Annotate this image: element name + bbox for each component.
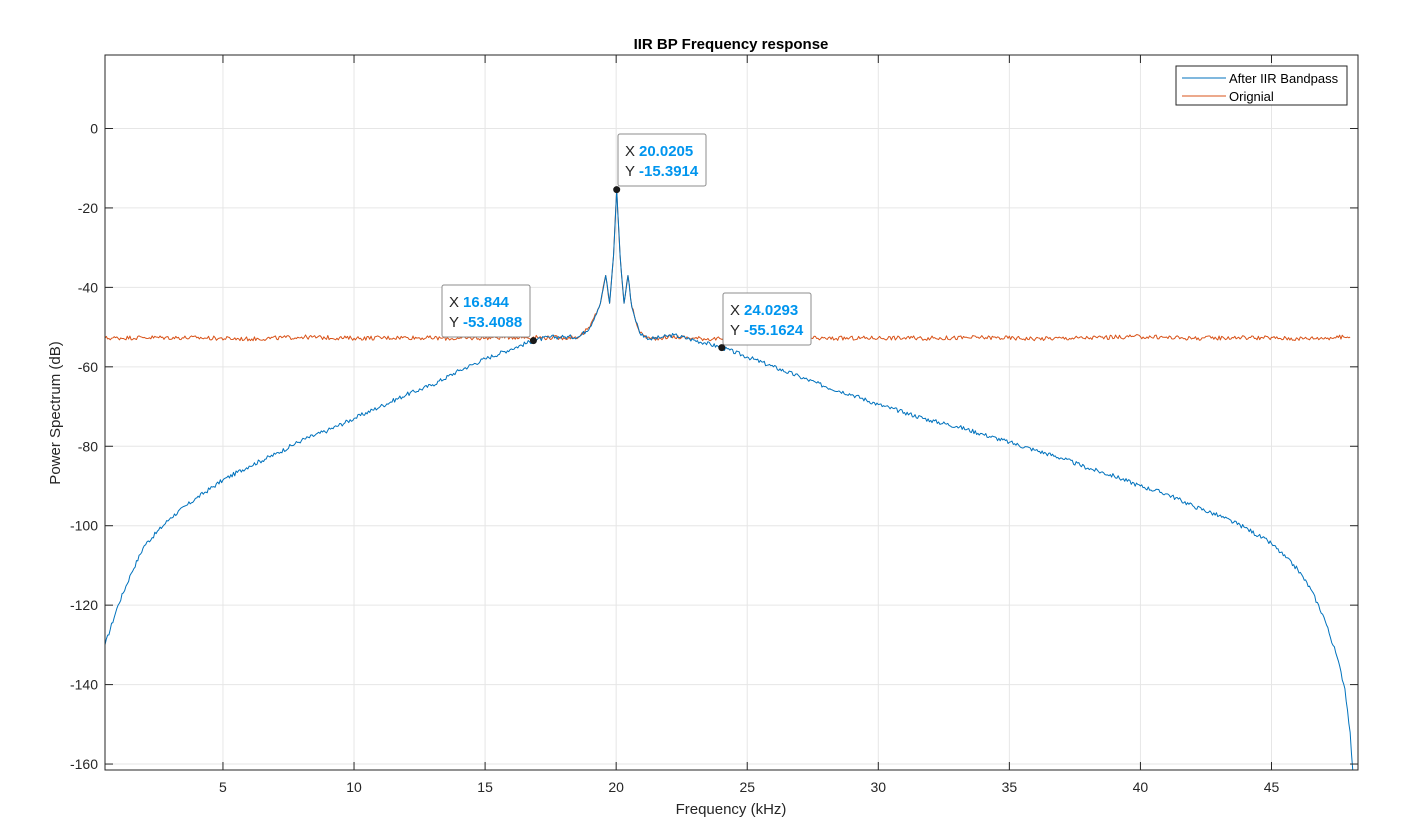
datatip-x-value: 16.844 <box>463 294 510 311</box>
datatip-y-value: -15.3914 <box>639 163 699 180</box>
x-axis-label: Frequency (kHz) <box>676 801 787 818</box>
y-tick-label: -140 <box>70 677 98 693</box>
y-tick-label: -40 <box>78 279 98 295</box>
x-tick-label: 35 <box>1002 779 1018 795</box>
datatip-y-value: -53.4088 <box>463 314 522 331</box>
y-tick-label: -60 <box>78 359 98 375</box>
legend-entry-after-iir-bandpass: After IIR Bandpass <box>1229 71 1339 86</box>
y-tick-label: -160 <box>70 756 98 772</box>
legend[interactable]: After IIR Bandpass Orignial <box>1175 65 1348 106</box>
y-tick-label: -20 <box>78 200 98 216</box>
datatip-marker <box>529 337 537 345</box>
datatip-x-label: X <box>730 302 740 319</box>
datatip-marker <box>613 186 621 194</box>
axis-ticks: 5 10 15 20 25 30 35 40 45 0 -20 -40 -60 -80 -100 -120 -1… <box>70 55 1358 795</box>
x-tick-label: 10 <box>346 779 362 795</box>
legend-box <box>1175 65 1348 106</box>
datatip-box <box>722 292 812 346</box>
y-axis-label: Power Spectrum (dB) <box>47 341 64 484</box>
datatip-x-value: 24.0293 <box>744 302 798 319</box>
datatip-x-value: 20.0205 <box>639 143 693 160</box>
x-tick-label: 20 <box>608 779 624 795</box>
y-tick-label: -100 <box>70 518 98 534</box>
datatip-box <box>617 133 707 187</box>
datatip-x-label: X <box>625 143 635 160</box>
x-tick-label: 15 <box>477 779 493 795</box>
datatip-box <box>441 284 531 338</box>
chart-title: IIR BP Frequency response <box>634 36 829 53</box>
x-tick-label: 5 <box>219 779 227 795</box>
datatip-y-label: Y <box>730 322 740 339</box>
y-tick-label: -120 <box>70 597 98 613</box>
x-tick-label: 25 <box>739 779 755 795</box>
plot-area-border <box>104 54 1359 771</box>
datatip-y-label: Y <box>449 314 459 331</box>
datatip-y-label: Y <box>625 163 635 180</box>
y-tick-label: -80 <box>78 438 98 454</box>
grid-lines <box>105 55 1358 770</box>
plot-series <box>104 189 1354 771</box>
datatip-x-label: X <box>449 294 459 311</box>
x-tick-label: 40 <box>1133 779 1149 795</box>
y-tick-label: 0 <box>90 120 98 136</box>
series-line-after-iir-bandpass <box>104 189 1354 771</box>
x-tick-label: 30 <box>871 779 887 795</box>
legend-entry-original: Orignial <box>1229 89 1274 104</box>
datatip-y-value: -55.1624 <box>744 322 804 339</box>
datatip-marker <box>718 344 726 352</box>
x-tick-label: 45 <box>1264 779 1280 795</box>
